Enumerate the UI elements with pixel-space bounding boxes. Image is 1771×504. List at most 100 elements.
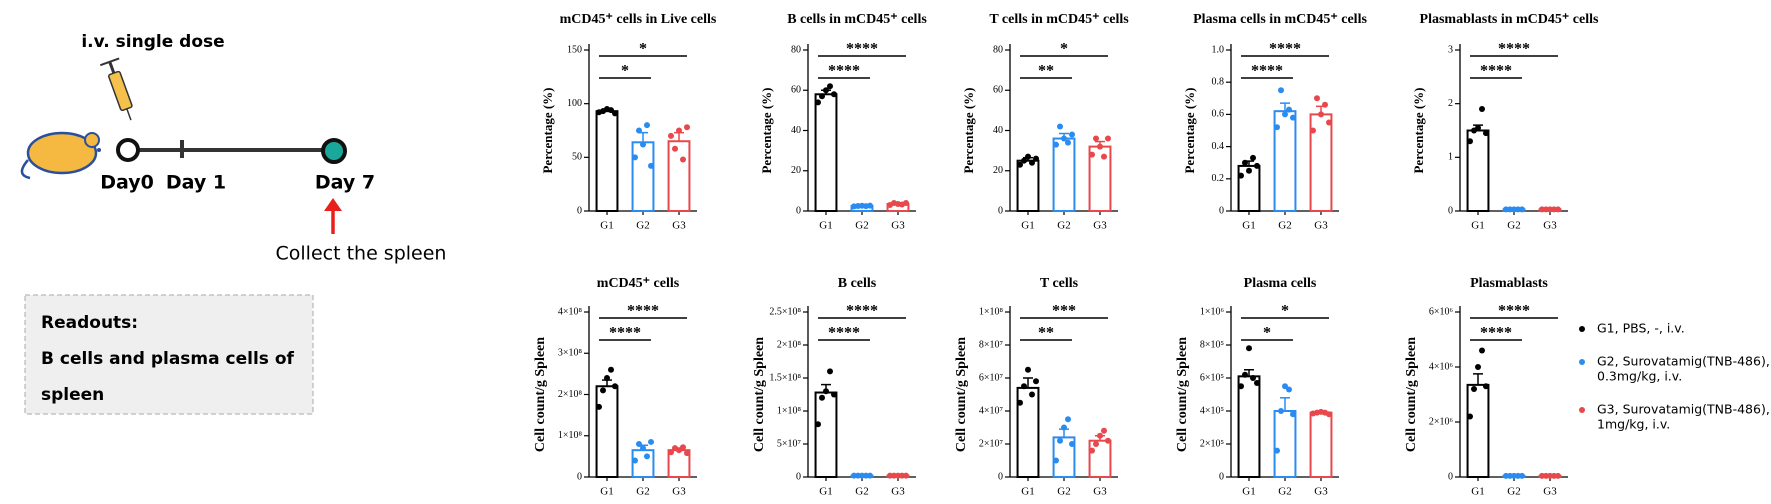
data-point — [648, 162, 654, 169]
chart-title: Plasma cells in mCD45⁺ cells — [1193, 12, 1367, 27]
y-tick-label: 0 — [998, 471, 1003, 482]
legend-marker — [1579, 407, 1585, 413]
y-tick-label: 2×10⁸ — [558, 389, 583, 400]
data-point — [684, 124, 690, 131]
y-tick-label: 150 — [567, 44, 582, 55]
significance-label: **** — [1269, 41, 1301, 58]
data-point — [1238, 172, 1244, 179]
data-point — [676, 127, 682, 134]
significance-label: **** — [828, 63, 860, 80]
data-point — [1029, 159, 1035, 166]
significance-label: * — [639, 41, 647, 58]
day7-label: Day 7 — [315, 172, 375, 194]
chart-title: T cells — [1040, 276, 1079, 291]
x-tick-label: G2 — [1507, 220, 1520, 232]
readouts-title: Readouts: — [41, 313, 138, 333]
mouse — [20, 131, 101, 180]
y-tick-label: 80 — [993, 44, 1003, 55]
data-point — [1519, 206, 1525, 213]
significance-label: **** — [828, 325, 860, 342]
y-tick-label: 2×10⁸ — [777, 339, 802, 350]
y-tick-label: 3×10⁸ — [558, 348, 583, 359]
day1-label: Day 1 — [166, 172, 226, 194]
significance-label: **** — [1498, 41, 1530, 58]
y-tick-label: 2×10⁶ — [1429, 416, 1454, 427]
data-point — [1282, 111, 1288, 118]
data-point — [640, 141, 646, 148]
legend-label: G1, PBS, -, i.v. — [1597, 321, 1685, 336]
data-point — [1025, 366, 1031, 373]
legend-marker — [1579, 326, 1585, 332]
y-tick-label: 1×10⁸ — [777, 405, 802, 416]
collect-label: Collect the spleen — [276, 243, 447, 265]
data-point — [1097, 432, 1103, 439]
data-point — [684, 450, 690, 457]
x-tick-label: G3 — [1543, 220, 1557, 232]
bar — [1309, 411, 1333, 478]
data-point — [1467, 138, 1473, 145]
y-tick-label: 1×10⁸ — [558, 430, 583, 441]
bar — [631, 449, 655, 478]
data-point — [827, 368, 833, 375]
x-tick-label: G3 — [1093, 220, 1107, 232]
data-point — [1278, 408, 1284, 414]
data-point — [1322, 101, 1328, 108]
data-point — [1101, 427, 1107, 434]
significance-label: **** — [627, 303, 659, 320]
legend-label: 1mg/kg, i.v. — [1597, 417, 1670, 432]
chart: mCD45⁺ cells Cell count/g Spleen 0 1×10⁸ 2×1… — [533, 276, 697, 498]
data-point — [600, 387, 606, 394]
significance-label: * — [1281, 303, 1289, 320]
y-tick-label: 8×10⁷ — [979, 339, 1004, 350]
data-point — [823, 87, 829, 94]
x-tick-label: G3 — [672, 220, 686, 232]
x-tick-label: G2 — [1057, 486, 1070, 498]
significance-label: **** — [1498, 303, 1530, 320]
data-point — [1290, 114, 1296, 121]
data-point — [1093, 441, 1099, 447]
data-point — [1242, 371, 1248, 378]
data-point — [644, 453, 650, 460]
y-axis-label: Percentage (%) — [759, 87, 774, 173]
readouts-line: B cells and plasma cells of — [41, 349, 295, 369]
y-tick-label: 0.4 — [1212, 141, 1225, 152]
data-point — [1242, 159, 1248, 166]
y-tick-label: 2 — [1448, 98, 1453, 109]
legend-label: 0.3mg/kg, i.v. — [1597, 369, 1682, 384]
data-point — [1282, 383, 1288, 390]
significance-label: **** — [609, 325, 641, 342]
data-point — [815, 421, 821, 428]
data-point — [1326, 411, 1332, 418]
data-point — [1290, 411, 1296, 418]
x-tick-label: G1 — [819, 220, 832, 232]
y-axis-label: Percentage (%) — [1411, 87, 1426, 173]
significance-label: * — [1263, 325, 1271, 342]
chart: T cells Cell count/g Spleen 0 2×10⁷ 4×10⁷ 6×1… — [954, 276, 1118, 498]
data-point — [867, 202, 873, 209]
data-point — [1057, 437, 1063, 444]
y-tick-label: 1×10⁸ — [979, 306, 1004, 317]
data-point — [831, 91, 837, 98]
data-point — [903, 472, 909, 479]
y-tick-label: 6×10⁷ — [979, 372, 1004, 383]
y-tick-label: 1 — [1448, 152, 1453, 163]
x-tick-label: G2 — [855, 486, 868, 498]
data-point — [668, 132, 674, 139]
data-point — [644, 122, 650, 129]
y-tick-label: 5×10⁷ — [777, 438, 802, 449]
y-tick-label: 60 — [791, 85, 801, 96]
significance-label: * — [1060, 41, 1068, 58]
data-point — [1274, 447, 1280, 454]
y-tick-label: 0 — [998, 205, 1003, 216]
x-tick-label: G1 — [1242, 220, 1255, 232]
data-point — [1021, 383, 1027, 390]
y-tick-label: 1×10⁶ — [1200, 306, 1225, 317]
x-tick-label: G3 — [672, 486, 686, 498]
data-point — [604, 375, 610, 381]
y-tick-label: 0 — [1219, 205, 1224, 216]
y-axis-label: Cell count/g Spleen — [533, 337, 548, 452]
y-tick-label: 0 — [796, 205, 801, 216]
data-point — [1021, 157, 1027, 164]
data-point — [1555, 206, 1561, 213]
